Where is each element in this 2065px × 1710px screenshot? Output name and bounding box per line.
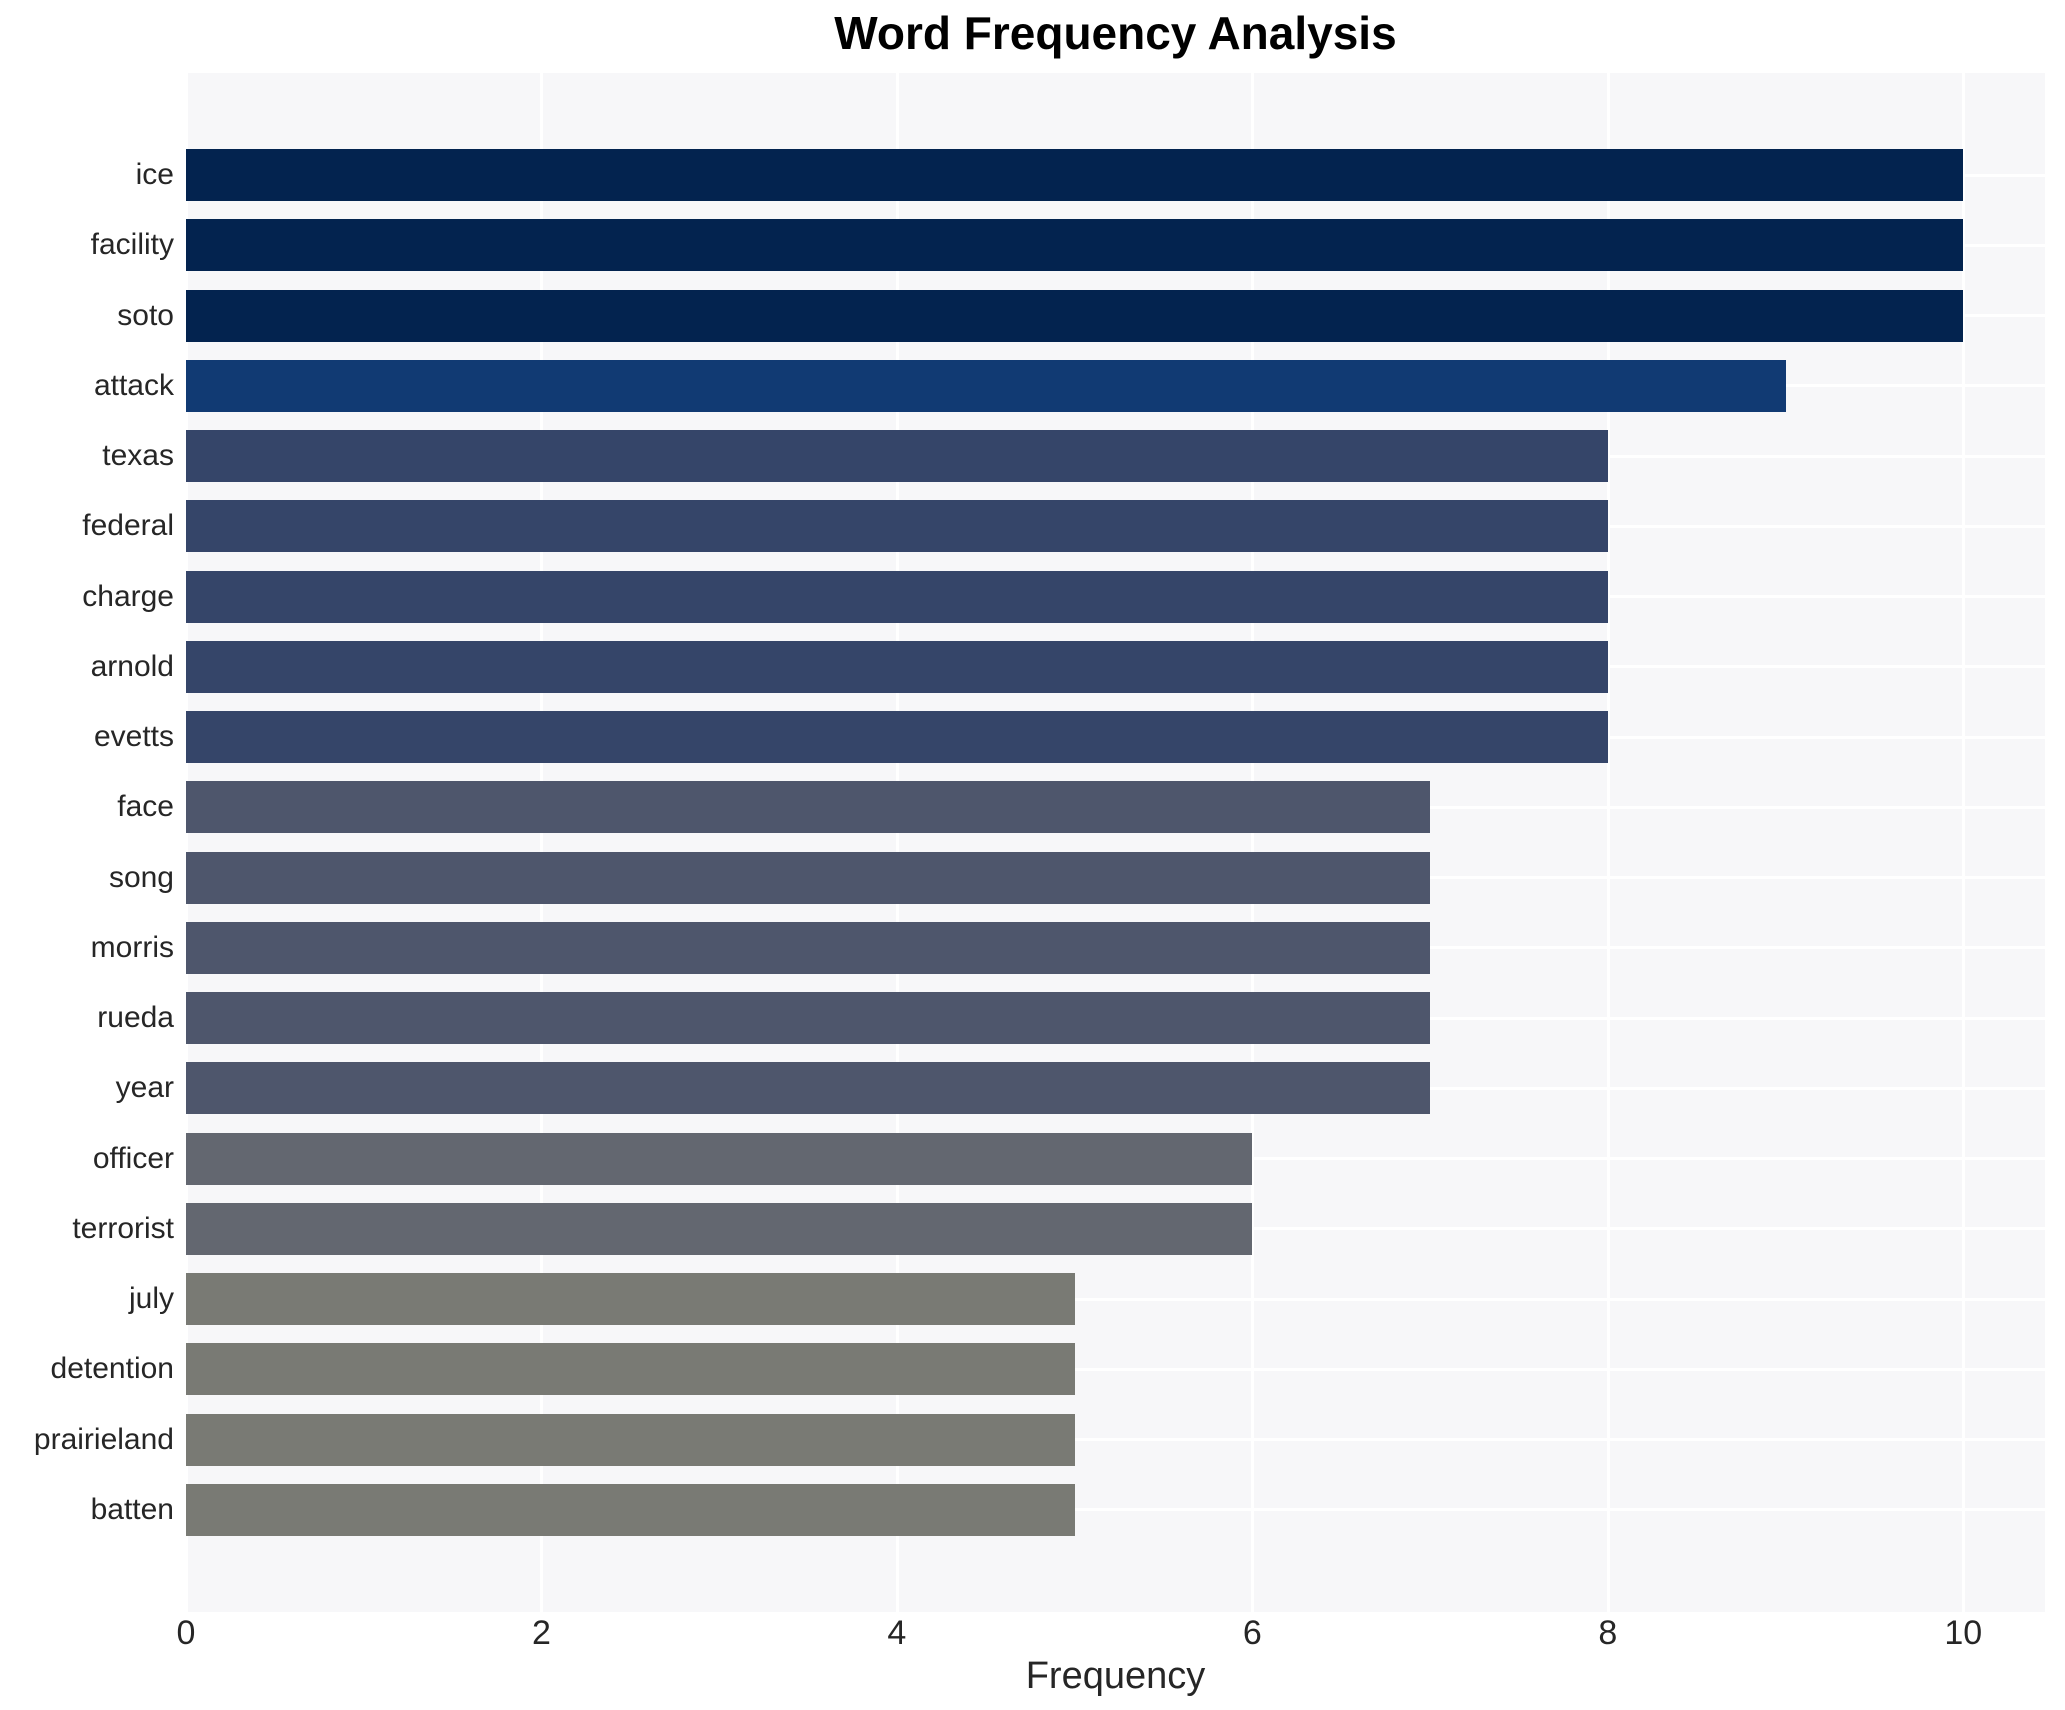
bar-texas: [186, 430, 1608, 483]
y-tick-label-terrorist: terrorist: [72, 1211, 174, 1245]
bar-federal: [186, 500, 1608, 553]
y-tick-label-face: face: [117, 790, 174, 824]
bar-terrorist: [186, 1202, 1253, 1255]
bar-ice: [186, 149, 1964, 202]
y-tick-label-detention: detention: [50, 1352, 174, 1386]
x-tick-label-6: 6: [1242, 1614, 1262, 1652]
bar-prairieland: [186, 1413, 1075, 1466]
x-tick-label-2: 2: [531, 1614, 551, 1652]
gridline-vertical: [1962, 73, 1966, 1612]
y-tick-label-prairieland: prairieland: [33, 1422, 174, 1456]
gridline-vertical: [185, 73, 188, 1612]
y-axis-labels: ice facility soto attack texas federal charge a…: [0, 73, 174, 1612]
y-tick-label-evetts: evetts: [93, 720, 174, 754]
y-tick-label-batten: batten: [90, 1492, 174, 1526]
y-tick-label-arnold: arnold: [90, 649, 174, 683]
bar-officer: [186, 1132, 1253, 1185]
gridline-vertical: [895, 73, 899, 1612]
bar-arnold: [186, 640, 1608, 693]
y-tick-label-federal: federal: [82, 509, 174, 543]
gridline-horizontal: [186, 1438, 2045, 1442]
bar-charge: [186, 570, 1608, 623]
bar-song: [186, 851, 1431, 904]
y-tick-label-july: july: [128, 1282, 174, 1316]
chart-title: Word Frequency Analysis: [834, 7, 1397, 59]
bar-year: [186, 1062, 1431, 1115]
x-axis-ticks: 0 2 4 6 8 10: [177, 1614, 2045, 1658]
y-tick-label-ice: ice: [135, 158, 174, 192]
x-axis-label: Frequency: [1025, 1655, 1206, 1697]
bar-face: [186, 781, 1431, 834]
bar-morris: [186, 921, 1431, 974]
y-tick-label-attack: attack: [93, 368, 174, 402]
bar-detention: [186, 1343, 1075, 1396]
bar-soto: [186, 289, 1964, 342]
gridline-horizontal: [186, 1367, 2045, 1371]
bar-evetts: [186, 711, 1608, 764]
plot-area: [185, 73, 2045, 1612]
y-tick-label-facility: facility: [90, 228, 174, 262]
x-tick-label-8: 8: [1598, 1614, 1618, 1652]
gridline-horizontal: [186, 1297, 2045, 1301]
gridline-horizontal: [186, 1508, 2045, 1512]
bar-facility: [186, 219, 1964, 272]
y-tick-label-morris: morris: [90, 930, 174, 964]
gridline-vertical: [540, 73, 544, 1612]
x-tick-label-10: 10: [1944, 1614, 1983, 1652]
bar-july: [186, 1273, 1075, 1326]
bar-batten: [186, 1483, 1075, 1536]
y-tick-label-texas: texas: [102, 439, 174, 473]
y-tick-label-rueda: rueda: [97, 1001, 174, 1035]
bar-attack: [186, 359, 1786, 412]
y-tick-label-charge: charge: [82, 579, 174, 613]
gridline-vertical: [1251, 73, 1255, 1612]
x-tick-label-0: 0: [176, 1614, 196, 1652]
y-tick-label-soto: soto: [117, 298, 174, 332]
gridline-vertical: [1606, 73, 1610, 1612]
y-tick-label-officer: officer: [92, 1141, 174, 1175]
bar-rueda: [186, 992, 1431, 1045]
x-tick-label-4: 4: [887, 1614, 907, 1652]
y-tick-label-song: song: [108, 860, 174, 894]
y-tick-label-year: year: [115, 1071, 174, 1105]
